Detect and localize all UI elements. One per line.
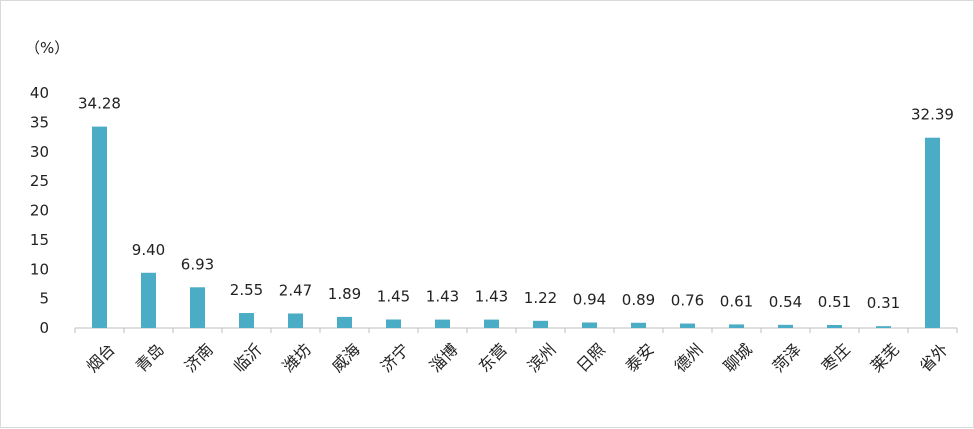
bar [288, 313, 303, 328]
category-label: 青岛 [132, 340, 168, 376]
category-label: 济南 [181, 340, 217, 376]
data-label: 1.45 [377, 287, 410, 305]
category-label: 德州 [671, 340, 707, 376]
bar [729, 324, 744, 328]
bar [925, 137, 940, 328]
category-label: 日照 [573, 340, 609, 376]
bar [239, 313, 254, 328]
bar [533, 320, 548, 328]
data-label: 1.22 [524, 289, 557, 307]
data-label: 6.93 [181, 255, 214, 273]
bar-series [92, 126, 940, 328]
category-label: 聊城 [720, 340, 756, 376]
y-axis: 0 5 10 15 20 25 30 35 40 [30, 84, 49, 337]
category-label: 潍坊 [279, 340, 315, 376]
data-label: 32.39 [911, 106, 954, 124]
category-label: 烟台 [83, 340, 119, 376]
data-label: 0.76 [671, 292, 704, 310]
category-label: 东营 [475, 340, 511, 376]
y-tick-label: 15 [30, 231, 49, 249]
y-tick-label: 35 [30, 113, 49, 131]
y-tick-label: 10 [30, 260, 49, 278]
y-tick-label: 25 [30, 172, 49, 190]
bar [190, 287, 205, 328]
category-label: 菏泽 [769, 340, 805, 376]
bar [778, 324, 793, 328]
data-label: 1.43 [426, 288, 459, 306]
category-labels: 烟台 青岛 济南 临沂 潍坊 威海 济宁 淄博 东营 滨州 日照 泰安 德州 聊城 菏泽 枣庄 莱芜 省外 [83, 340, 952, 376]
data-label: 0.94 [573, 290, 606, 308]
unit-label: （%） [25, 39, 69, 57]
data-label: 0.51 [818, 293, 851, 311]
bar [484, 319, 499, 328]
bar [92, 126, 107, 328]
bar [337, 316, 352, 328]
category-label: 威海 [328, 340, 364, 376]
category-label: 省外 [916, 340, 952, 376]
category-label: 淄博 [426, 340, 462, 376]
data-label: 0.61 [720, 292, 753, 310]
bar [386, 319, 401, 328]
y-tick-label: 20 [30, 202, 49, 220]
bar [827, 325, 842, 328]
data-label: 34.28 [78, 95, 121, 113]
category-label: 济宁 [377, 340, 413, 376]
data-label: 0.89 [622, 291, 655, 309]
data-label: 1.89 [328, 285, 361, 303]
x-axis [74, 327, 958, 333]
data-label: 1.43 [475, 288, 508, 306]
bar [141, 272, 156, 328]
category-label: 滨州 [524, 340, 560, 376]
data-label: 2.47 [279, 281, 312, 299]
bar [631, 322, 646, 328]
y-tick-label: 5 [39, 290, 49, 308]
category-label: 泰安 [622, 340, 658, 376]
y-tick-label: 0 [39, 319, 49, 337]
bar [876, 326, 891, 328]
data-label: 2.55 [230, 281, 263, 299]
data-labels: 34.28 9.40 6.93 2.55 2.47 1.89 1.45 1.43 1.43 1.2… [78, 95, 954, 313]
data-label: 9.40 [132, 241, 165, 259]
y-tick-label: 30 [30, 143, 49, 161]
bar [680, 323, 695, 328]
data-label: 0.54 [769, 293, 802, 311]
bar [435, 319, 450, 328]
category-label: 莱芜 [867, 340, 903, 376]
category-label: 枣庄 [818, 340, 854, 376]
data-label: 0.31 [867, 294, 900, 312]
bar [582, 322, 597, 328]
category-label: 临沂 [230, 340, 266, 376]
y-tick-label: 40 [30, 84, 49, 102]
